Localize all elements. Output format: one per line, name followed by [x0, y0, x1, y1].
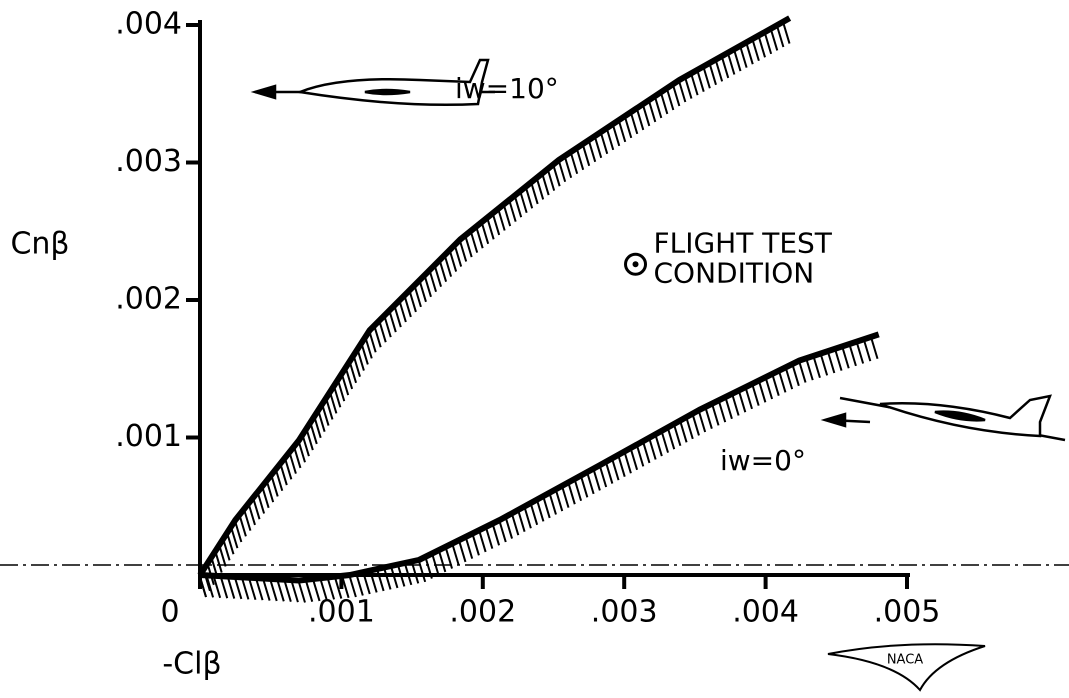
logo-text: NACA [887, 653, 923, 668]
flight-test-ring [624, 252, 648, 276]
series-label: iw=10° [455, 72, 559, 105]
y-tick-label: .004 [115, 7, 182, 42]
y-tick-label: .002 [115, 282, 182, 317]
airplane-icon [250, 58, 495, 107]
x-tick-label: .003 [591, 595, 658, 630]
series-line [197, 15, 792, 577]
series-line [199, 331, 880, 584]
logo: NACA [827, 643, 986, 692]
x-tick-label: .005 [874, 595, 941, 630]
x-axis-label: -Clβ [162, 647, 221, 682]
hatching [199, 23, 791, 598]
hatching [199, 338, 879, 603]
x-tick-label: .002 [449, 595, 516, 630]
x-tick-label: .001 [308, 595, 375, 630]
flight-test-point [632, 261, 639, 268]
x-tick-label: 0 [160, 595, 179, 630]
airplane-icon [820, 394, 1066, 442]
y-tick-label: .001 [115, 419, 182, 454]
annotation: CONDITION [654, 256, 815, 289]
x-tick-label: .004 [732, 595, 799, 630]
annotation: FLIGHT TEST [654, 226, 833, 259]
y-axis-label: Cnβ [10, 227, 69, 262]
y-tick-label: .003 [115, 144, 182, 179]
series-label: iw=0° [720, 444, 806, 477]
